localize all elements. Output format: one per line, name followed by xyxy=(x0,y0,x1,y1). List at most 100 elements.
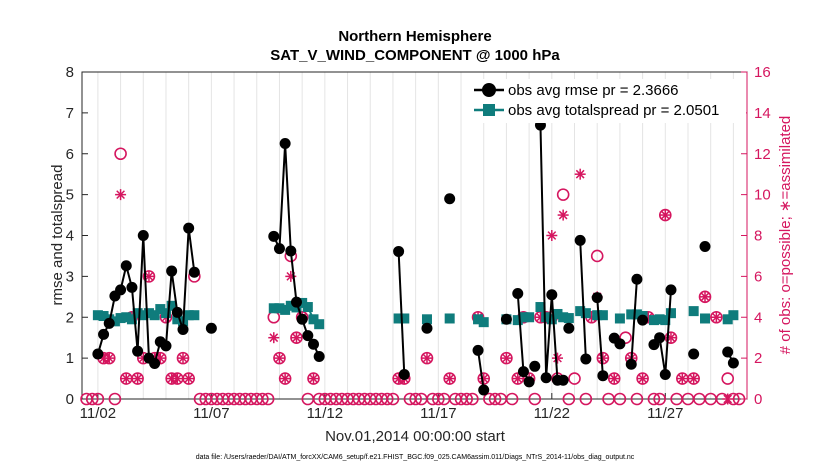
spread-point xyxy=(654,314,665,325)
obs-assimilated-marker xyxy=(444,373,456,385)
rmse-point xyxy=(688,348,700,360)
spread-point xyxy=(166,300,177,311)
chart-subtitle: SAT_V_WIND_COMPONENT @ 1000 hPa xyxy=(270,47,560,64)
legend-rmse-label: obs avg rmse pr = 2.3666 xyxy=(508,82,679,99)
rmse-point xyxy=(512,288,524,300)
x-tick-label: 11/22 xyxy=(534,405,570,422)
rmse-point xyxy=(557,374,569,386)
obs-possible-zero-marker xyxy=(256,392,269,406)
obs-assimilated-stroke xyxy=(575,169,585,179)
obs-possible-zero-marker xyxy=(579,392,593,406)
rmse-point xyxy=(302,330,314,342)
spread-point xyxy=(444,313,455,324)
right-tick-label: 2 xyxy=(754,350,762,367)
rmse-point xyxy=(625,358,637,370)
right-tick-label: 4 xyxy=(754,309,762,326)
x-tick-label: 11/12 xyxy=(307,405,343,422)
obs-assimilated-marker xyxy=(608,373,620,385)
spread-point xyxy=(302,302,313,313)
obs-possible-zero-marker xyxy=(380,392,394,406)
spread-point xyxy=(393,313,404,324)
right-tick-label: 12 xyxy=(754,146,771,163)
rmse-point xyxy=(398,368,410,380)
obs-possible-zero-marker xyxy=(488,392,502,406)
rmse-point xyxy=(393,245,405,257)
spread-point xyxy=(183,310,194,321)
obs-assimilated-stroke xyxy=(479,374,489,383)
rmse-point xyxy=(268,230,280,242)
rmse-point xyxy=(160,340,172,352)
spread-point xyxy=(314,319,325,330)
y-axis-label: rmse and totalspread xyxy=(49,165,66,306)
rmse-point xyxy=(472,344,484,356)
legend-rmse-marker xyxy=(482,83,496,97)
obs-assimilated-stroke xyxy=(275,353,284,363)
rmse-point xyxy=(126,281,138,293)
obs-assimilated-marker xyxy=(421,352,433,364)
y-tick-label: 4 xyxy=(66,228,74,245)
spread-point xyxy=(280,304,291,315)
rmse-point xyxy=(580,353,592,365)
y-tick-label: 7 xyxy=(66,105,74,122)
x-tick-label: 11/02 xyxy=(80,405,116,422)
spread-point xyxy=(660,315,671,326)
rmse-point xyxy=(290,296,302,308)
rmse-point xyxy=(631,273,643,285)
right-tick-label: 10 xyxy=(754,187,771,204)
spread-point xyxy=(597,310,608,321)
spread-point xyxy=(399,313,410,324)
rmse-point xyxy=(444,193,456,205)
rmse-point xyxy=(166,265,178,277)
y-tick-label: 3 xyxy=(66,268,74,285)
right-tick-label: 14 xyxy=(754,105,771,122)
rmse-point xyxy=(727,357,739,369)
legend-box xyxy=(472,79,746,123)
y-tick-label: 0 xyxy=(66,391,74,408)
spread-point xyxy=(700,313,711,324)
spread-point xyxy=(268,303,279,314)
spread-point xyxy=(109,316,120,327)
obs-assimilated-marker xyxy=(688,373,700,385)
rmse-point xyxy=(699,241,711,253)
rmse-point xyxy=(92,348,104,360)
rmse-point xyxy=(132,345,144,357)
obs-assimilated-stroke xyxy=(292,333,301,343)
spread-point xyxy=(728,310,739,321)
spread-point xyxy=(524,312,535,323)
obs-assimilated-stroke xyxy=(700,292,710,302)
obs-assimilated-marker xyxy=(637,373,649,385)
rmse-point xyxy=(529,360,541,372)
obs-possible-zero-marker xyxy=(562,392,576,406)
obs-assimilated-stroke xyxy=(178,353,188,363)
obs-assimilated-stroke xyxy=(547,231,557,240)
obs-assimilated-stroke xyxy=(689,374,699,383)
obs-assimilated-marker xyxy=(722,393,734,405)
right-tick-label: 6 xyxy=(754,268,762,285)
obs-assimilated-stroke xyxy=(133,374,142,383)
obs-possible-marker xyxy=(556,188,570,201)
rmse-point xyxy=(665,284,677,296)
obs-possible-zero-marker xyxy=(108,392,122,406)
obs-possible-marker xyxy=(114,147,127,161)
rmse-point xyxy=(597,370,609,382)
obs-assimilated-stroke xyxy=(660,210,670,220)
obs-possible-zero-marker xyxy=(432,392,445,406)
rmse-point xyxy=(149,357,161,369)
spread-point xyxy=(189,310,200,321)
rmse-point xyxy=(177,324,189,336)
obs-assimilated-marker xyxy=(103,352,115,364)
spread-point xyxy=(473,314,484,325)
x-tick-label: 11/17 xyxy=(420,405,456,422)
obs-assimilated-marker xyxy=(478,373,490,385)
obs-possible-zero-marker xyxy=(460,392,474,406)
spread-point xyxy=(143,308,154,319)
obs-assimilated-marker xyxy=(177,352,189,364)
obs-assimilated-stroke xyxy=(723,394,733,404)
obs-assimilated-stroke xyxy=(172,374,182,383)
obs-assimilated-marker xyxy=(268,332,280,344)
spread-point xyxy=(563,313,574,324)
obs-possible-zero-marker xyxy=(528,392,542,406)
obs-possible-zero-marker xyxy=(630,392,644,406)
